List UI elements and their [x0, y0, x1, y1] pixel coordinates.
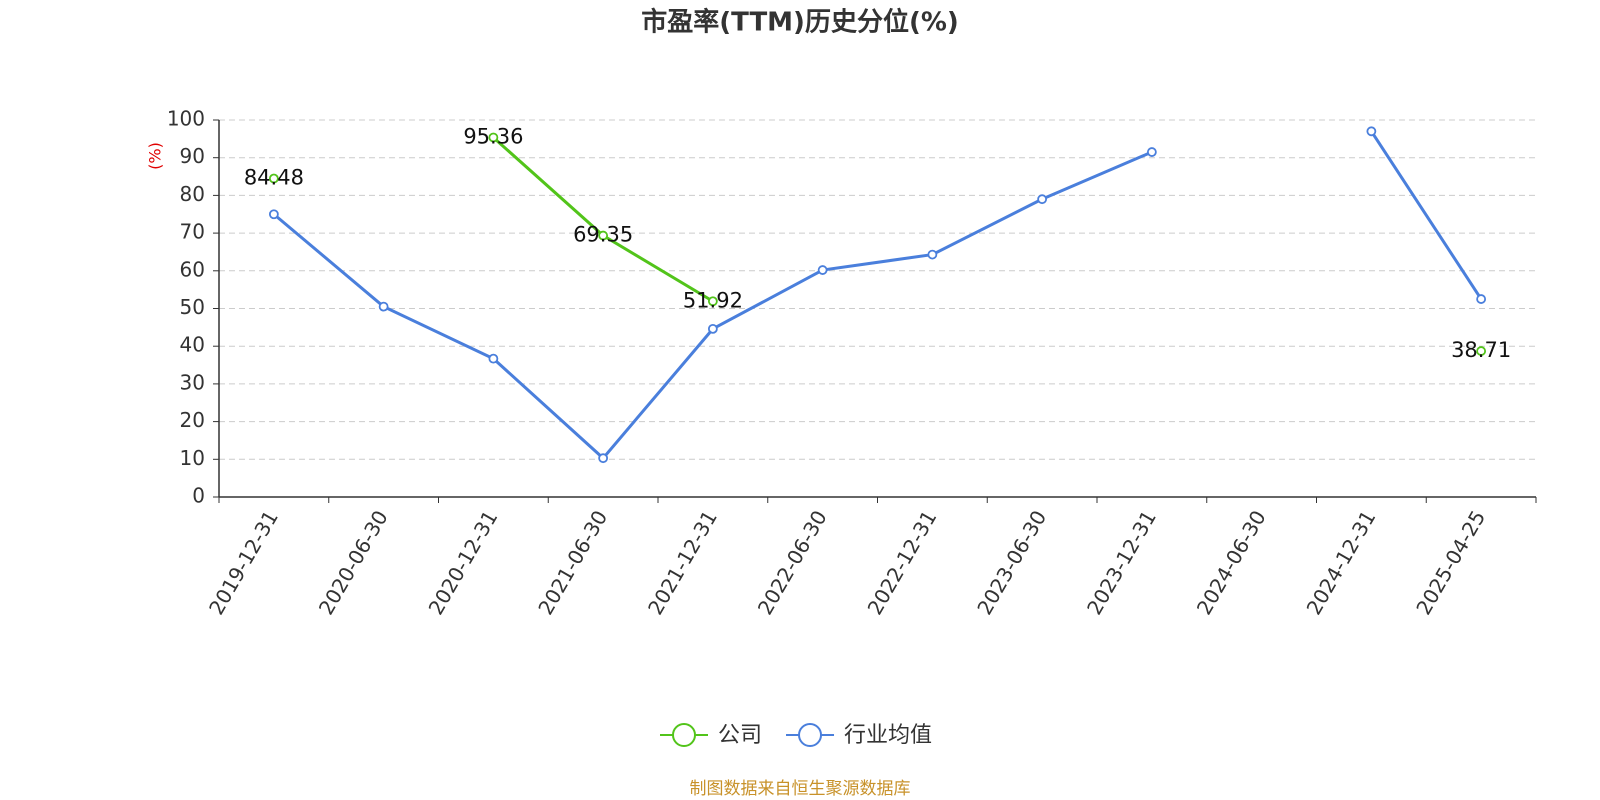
data-point — [707, 323, 718, 334]
y-axis-label: (%) — [146, 142, 165, 170]
x-tick-label: 2025-04-25 — [1411, 506, 1490, 619]
x-tick-label: 2021-06-30 — [533, 506, 612, 619]
x-tick-label: 2020-06-30 — [314, 506, 393, 619]
data-point — [268, 173, 279, 184]
legend-label: 公司 — [718, 723, 762, 748]
data-point — [598, 453, 609, 464]
legend-marker — [672, 723, 696, 747]
data-point — [1476, 346, 1487, 356]
series-line — [1370, 130, 1483, 300]
data-label: 51.92 — [683, 288, 743, 312]
y-tick-label: 50 — [180, 295, 205, 319]
series-line — [492, 136, 714, 303]
data-point — [1037, 194, 1048, 205]
y-tick-label: 60 — [180, 257, 205, 281]
data-point — [268, 209, 279, 220]
data-label: 69.35 — [573, 223, 633, 247]
data-point — [1146, 147, 1157, 157]
legend-item[interactable]: 公司 — [660, 723, 762, 748]
x-tick-label: 2024-06-30 — [1192, 506, 1271, 619]
x-tick-label: 2023-06-30 — [972, 506, 1051, 619]
y-tick-label: 70 — [180, 220, 205, 244]
y-tick-label: 20 — [180, 408, 205, 432]
legend-marker — [798, 723, 823, 747]
data-point — [1476, 294, 1487, 304]
data-point — [378, 301, 389, 312]
data-point — [488, 353, 499, 364]
y-tick-label: 0 — [192, 484, 205, 508]
x-tick-label: 2024-12-31 — [1302, 506, 1381, 619]
chart-title: 市盈率(TTM)历史分位(%) — [641, 7, 959, 38]
x-tick-label: 2022-06-30 — [753, 506, 832, 619]
data-point — [927, 249, 938, 260]
y-tick-label: 80 — [180, 182, 205, 206]
data-label: 84.48 — [244, 166, 304, 190]
data-point — [488, 132, 499, 143]
legend-item[interactable]: 行业均值 — [786, 723, 932, 748]
x-tick-label: 2019-12-31 — [204, 506, 283, 619]
x-tick-label: 2023-12-31 — [1082, 506, 1161, 619]
data-point — [1366, 126, 1377, 137]
x-tick-label: 2021-12-31 — [643, 506, 722, 619]
x-tick-label: 2020-12-31 — [424, 506, 503, 619]
data-label: 95.36 — [463, 124, 523, 148]
data-point — [598, 230, 609, 241]
y-tick-label: 40 — [180, 333, 205, 357]
y-tick-label: 30 — [180, 370, 205, 394]
data-label: 38.71 — [1451, 338, 1511, 362]
data-point — [817, 265, 828, 275]
y-tick-label: 10 — [180, 446, 205, 470]
legend-label: 行业均值 — [844, 723, 932, 748]
data-point — [707, 296, 718, 307]
y-tick-label: 100 — [167, 107, 205, 131]
source-note: 制图数据来自恒生聚源数据库 — [690, 779, 911, 799]
x-tick-label: 2022-12-31 — [863, 506, 942, 619]
y-tick-label: 90 — [180, 144, 205, 168]
